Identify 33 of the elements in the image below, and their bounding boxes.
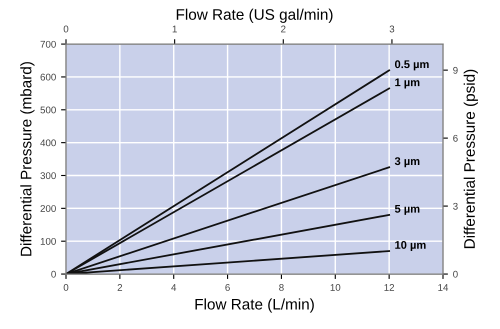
x2-axis-title: Flow Rate (US gal/min) xyxy=(176,8,333,23)
series-label: 1 µm xyxy=(395,78,420,88)
x2-tick-label: 1 xyxy=(172,26,177,32)
series-label: 10 µm xyxy=(395,240,426,252)
series-label: 0.5 µm xyxy=(394,60,429,70)
y2-tick-label: 9 xyxy=(453,66,458,74)
x-axis-title: Flow Rate (L/min) xyxy=(195,298,314,313)
y-tick-label: 500 xyxy=(40,106,56,114)
x-tick-label: 12 xyxy=(384,284,394,291)
y-tick-label: 0 xyxy=(51,270,56,278)
y-tick-label: 300 xyxy=(40,172,56,180)
y-tick-label: 100 xyxy=(40,238,56,245)
y-tick-label: 700 xyxy=(40,40,56,48)
y-tick-label: 400 xyxy=(40,139,56,146)
y-tick-label: 200 xyxy=(40,205,56,212)
x2-tick-label: 2 xyxy=(281,26,286,32)
x-tick-label: 0 xyxy=(64,284,68,291)
y2-tick-label: 0 xyxy=(453,270,458,278)
x-tick-label: 8 xyxy=(279,284,284,291)
y-axis-title: Differential Pressure (mbard) xyxy=(20,62,34,256)
y2-axis-title: Differential Pressure (psid) xyxy=(464,70,478,248)
series-label: 3 µm xyxy=(394,157,420,168)
series-label: 5 µm xyxy=(394,204,420,215)
y2-tick-label: 3 xyxy=(453,202,458,210)
x-tick-label: 14 xyxy=(438,284,448,291)
x2-tick-label: 3 xyxy=(390,26,394,32)
y-tick-label: 600 xyxy=(40,74,56,81)
y2-tick-label: 6 xyxy=(453,134,458,142)
x-tick-label: 10 xyxy=(330,284,340,291)
x2-tick-label: 0 xyxy=(64,26,68,32)
x-tick-label: 6 xyxy=(225,284,230,291)
x-tick-label: 4 xyxy=(171,284,176,291)
x-tick-label: 2 xyxy=(118,284,122,291)
